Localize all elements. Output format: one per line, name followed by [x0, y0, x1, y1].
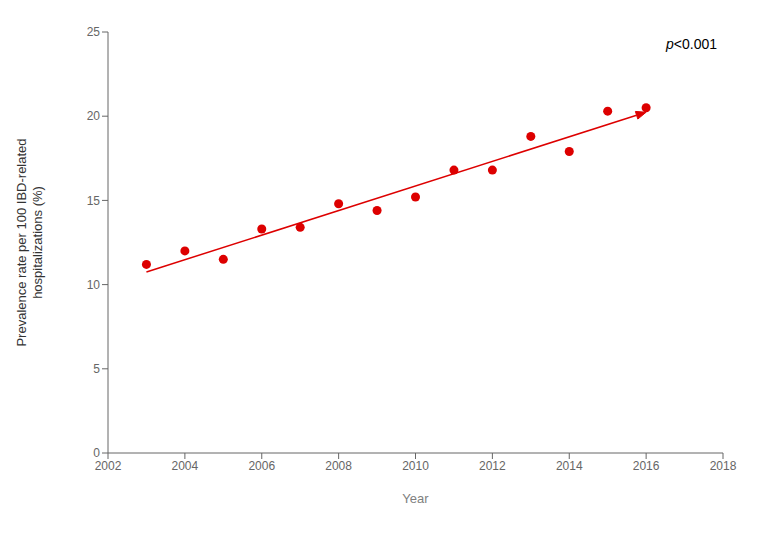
svg-text:20: 20 [87, 109, 101, 123]
svg-text:15: 15 [87, 194, 101, 208]
svg-text:2016: 2016 [633, 459, 660, 473]
svg-text:2018: 2018 [710, 459, 737, 473]
svg-text:2008: 2008 [325, 459, 352, 473]
svg-text:2012: 2012 [479, 459, 506, 473]
svg-text:Year: Year [402, 491, 429, 506]
svg-text:25: 25 [87, 25, 101, 39]
svg-text:2002: 2002 [95, 459, 122, 473]
svg-text:0: 0 [93, 446, 100, 460]
svg-text:2006: 2006 [248, 459, 275, 473]
svg-text:2004: 2004 [172, 459, 199, 473]
svg-text:2014: 2014 [556, 459, 583, 473]
html-text:p <0.001: p <0.001 [666, 36, 717, 52]
svg-text:Prevalence rate per 100 IBD-re: Prevalence rate per 100 IBD-relatedhospi… [14, 138, 45, 346]
svg-text:10: 10 [87, 278, 101, 292]
svg-text:2010: 2010 [402, 459, 429, 473]
svg-text:5: 5 [93, 362, 100, 376]
